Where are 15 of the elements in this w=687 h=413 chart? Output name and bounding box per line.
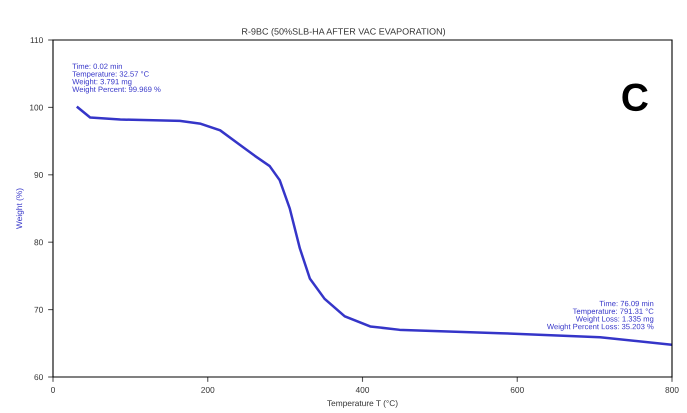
x-tick-label: 400	[356, 386, 370, 393]
y-tick-label: 70	[34, 306, 43, 313]
x-tick-label: 800	[665, 386, 679, 393]
x-tick-label: 200	[201, 386, 214, 393]
y-axis-title: Weight (%)	[16, 188, 24, 229]
y-tick-label: 60	[34, 374, 43, 380]
y-tick-label: 80	[34, 239, 43, 246]
x-tick-label: 0	[51, 386, 55, 393]
y-tick-label: 110	[30, 37, 43, 44]
x-axis-title: Temperature T (°C)	[327, 400, 398, 408]
y-tick-label: 100	[30, 104, 43, 110]
y-tick-label: 90	[34, 172, 43, 178]
chart-title: R-9BC (50%SLB-HA AFTER VAC EVAPORATION)	[242, 28, 446, 36]
annotation: C	[622, 84, 648, 112]
x-tick-label: 600	[510, 386, 524, 393]
